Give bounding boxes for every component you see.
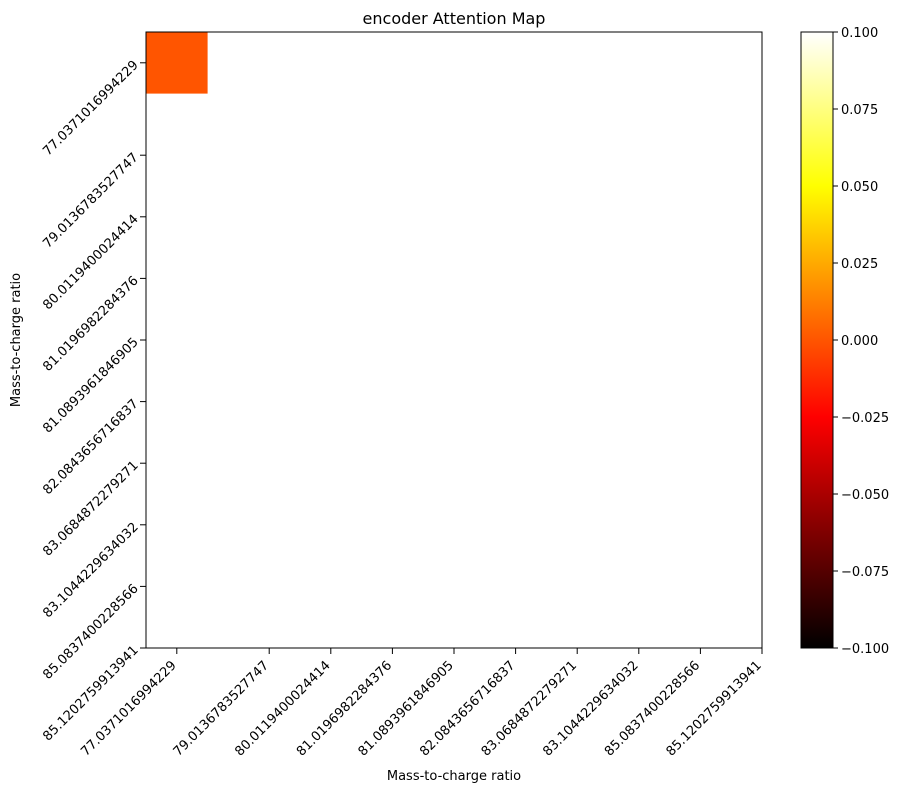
colorbar-tick-label: 0.025 xyxy=(841,257,878,272)
y-tick-label: 77.0371016994229 xyxy=(40,58,141,159)
colorbar-ticks: 0.100 0.075 0.050 0.025 0.000 −0.025 −0.050 −0.… xyxy=(833,26,889,657)
x-tick-label: 77.0371016994229 xyxy=(78,658,179,759)
colorbar-tick-label: −0.075 xyxy=(841,565,889,580)
colorbar-tick-label: −0.025 xyxy=(841,411,889,426)
y-axis-label: Mass-to-charge ratio xyxy=(9,273,24,407)
x-axis-label: Mass-to-charge ratio xyxy=(387,769,521,784)
heatmap-cell xyxy=(146,32,208,94)
colorbar-tick-label: 0.075 xyxy=(841,103,878,118)
colorbar-tick-label: −0.050 xyxy=(841,488,889,503)
y-axis-ticks: 77.037101699422979.013678352774780.01194… xyxy=(40,58,146,744)
x-axis-ticks: 77.037101699422979.013678352774780.01194… xyxy=(78,648,765,759)
plot-frame xyxy=(145,31,763,649)
heatmap-cells xyxy=(146,32,208,94)
colorbar-tick-label: 0.100 xyxy=(841,26,878,41)
chart-title: encoder Attention Map xyxy=(363,9,546,28)
colorbar-tick-label: 0.000 xyxy=(841,334,878,349)
colorbar-tick-label: −0.100 xyxy=(841,642,889,657)
colorbar xyxy=(800,31,834,649)
colorbar-tick-label: 0.050 xyxy=(841,180,878,195)
